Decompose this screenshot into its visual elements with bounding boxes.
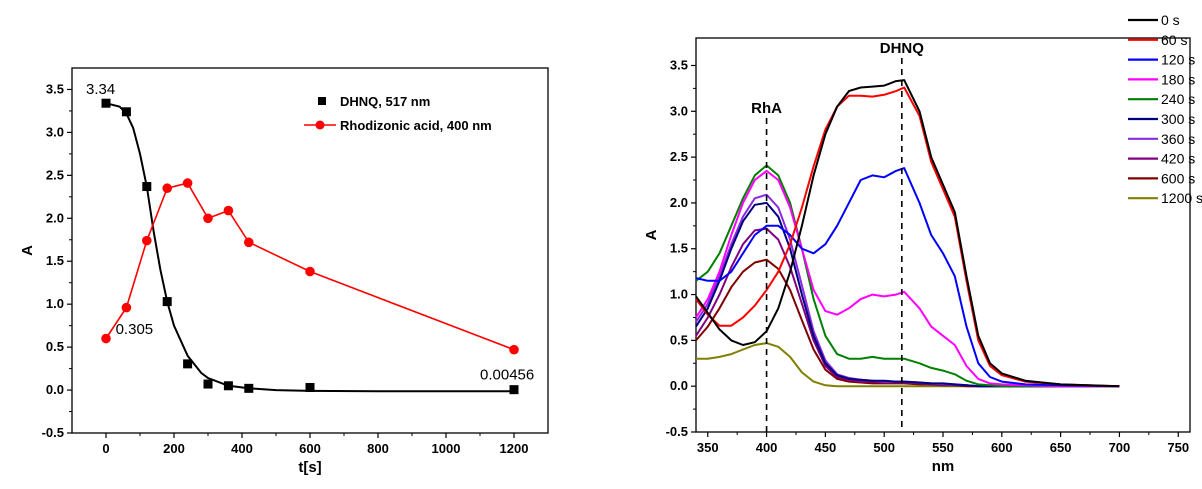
y-tick-label: -0.5 [42,425,64,440]
spectrum-line-0s [695,79,1120,388]
spectrum-line-600s [695,258,1120,388]
x-tick-label: 450 [815,440,837,455]
series-dhnq-point [223,381,233,391]
y-tick-label: 0.5 [46,339,64,354]
x-tick-label: 1200 [500,441,529,456]
vline-label-rha: RhA [751,100,782,117]
plot-frame [695,37,1191,433]
data-label-annotation: 0.00456 [480,367,534,384]
left-chart-kinetics: 0 200 400 600 800 1000 1200 -0.5 0.0 0.5 1.0 1.5 2.0… [19,67,549,476]
series-dhnq-point [509,385,519,395]
spectrum-line-60s [695,86,1120,388]
series-dhnq-point [142,182,152,192]
right-chart-spectra: 350 400 450 500 550 600 650 700 750 -0.5 0.0 0.5 1.0… [643,12,1202,475]
legend-label-300s: 300 s [1161,111,1195,127]
legend-marker-dhnq [318,97,326,105]
y-tick-label: 3.0 [46,124,64,139]
legend-label-180s: 180 s [1161,71,1195,87]
series-dhnq-point [101,98,111,108]
data-label-annotation: 3.34 [86,81,115,98]
x-tick-label: 800 [367,441,389,456]
series-rhodizonic-point [162,183,172,194]
series-dhnq-point [121,107,131,117]
y-tick-label: 2.5 [46,167,64,182]
x-tick-label: 1000 [432,441,461,456]
x-tick-label: 200 [163,441,185,456]
vline-label-dhnq: DHNQ [880,40,924,57]
x-tick-label: 600 [991,440,1013,455]
x-tick-label: 400 [756,440,778,455]
x-tick-label: 650 [1050,440,1072,455]
y-tick-label: 0.0 [46,382,64,397]
legend-label-360s: 360 s [1161,131,1195,147]
series-rhodizonic-point [121,302,132,313]
series-rhodizonic-point [203,213,213,224]
series-rhodizonic-point [101,333,111,344]
x-tick-label: 400 [231,441,253,456]
series-dhnq-fit-line [105,102,514,393]
x-tick-label: 500 [873,440,895,455]
y-tick-label: 0.5 [670,332,688,347]
series-rhodizonic-point [182,178,193,188]
series-dhnq-point [244,383,254,393]
y-tick-label: 3.0 [670,103,688,118]
spectrum-line-1200s [696,342,1120,388]
spectrum-line-180s [695,169,1120,388]
spectrum-line-120s [695,167,1120,388]
series-rhodizonic-point [305,266,315,277]
x-tick-label: 550 [932,440,954,455]
x-tick-label: 700 [1109,440,1131,455]
series-rhodizonic-line [105,182,515,351]
spectrum-line-300s [695,201,1120,388]
y-tick-label: 1.0 [46,296,64,311]
x-tick-label: 750 [1167,440,1189,455]
series-dhnq-point [183,359,193,369]
legend-label-0s: 0 s [1161,12,1180,28]
series-dhnq-point [203,379,213,389]
data-label-annotation: 0.305 [116,321,154,338]
legend-marker-rhodizonic [315,120,325,130]
series-rhodizonic-point [509,344,519,355]
y-tick-label: 0.0 [670,378,688,393]
y-axis-label: A [19,245,36,256]
y-tick-label: 1.5 [46,253,64,268]
series-dhnq-point [305,382,315,392]
x-tick-label: 0 [102,441,109,456]
x-tick-label: 600 [299,441,321,456]
legend-label-1200s: 1200 s [1161,190,1202,206]
x-axis-label: nm [932,458,955,475]
series-dhnq-point [162,297,172,307]
x-tick-label: 350 [697,440,719,455]
legend-label-600s: 600 s [1161,170,1195,186]
legend-label-dhnq: DHNQ, 517 nm [340,94,430,109]
y-tick-label: 2.0 [46,210,64,225]
legend-label-420s: 420 s [1161,151,1195,167]
y-axis-label: A [643,229,660,240]
y-tick-label: 3.5 [46,81,64,96]
legend-label-120s: 120 s [1161,52,1195,68]
y-tick-label: -0.5 [666,424,688,439]
spectrum-line-360s [695,193,1120,388]
y-tick-label: 3.5 [670,57,688,72]
series-rhodizonic-point [244,237,254,248]
legend-label-60s: 60 s [1161,32,1187,48]
spectrum-line-420s [695,227,1120,388]
y-tick-label: 1.0 [670,287,688,302]
y-tick-label: 1.5 [670,241,688,256]
legend-label-240s: 240 s [1161,91,1195,107]
legend-label-rhodizonic: Rhodizonic acid, 400 nm [340,118,492,133]
y-tick-label: 2.0 [670,195,688,210]
y-tick-label: 2.5 [670,149,688,164]
series-rhodizonic-point [223,205,234,216]
x-axis-label: t[s] [298,459,321,476]
series-rhodizonic-point [142,235,152,246]
spectrum-line-240s [695,164,1120,388]
